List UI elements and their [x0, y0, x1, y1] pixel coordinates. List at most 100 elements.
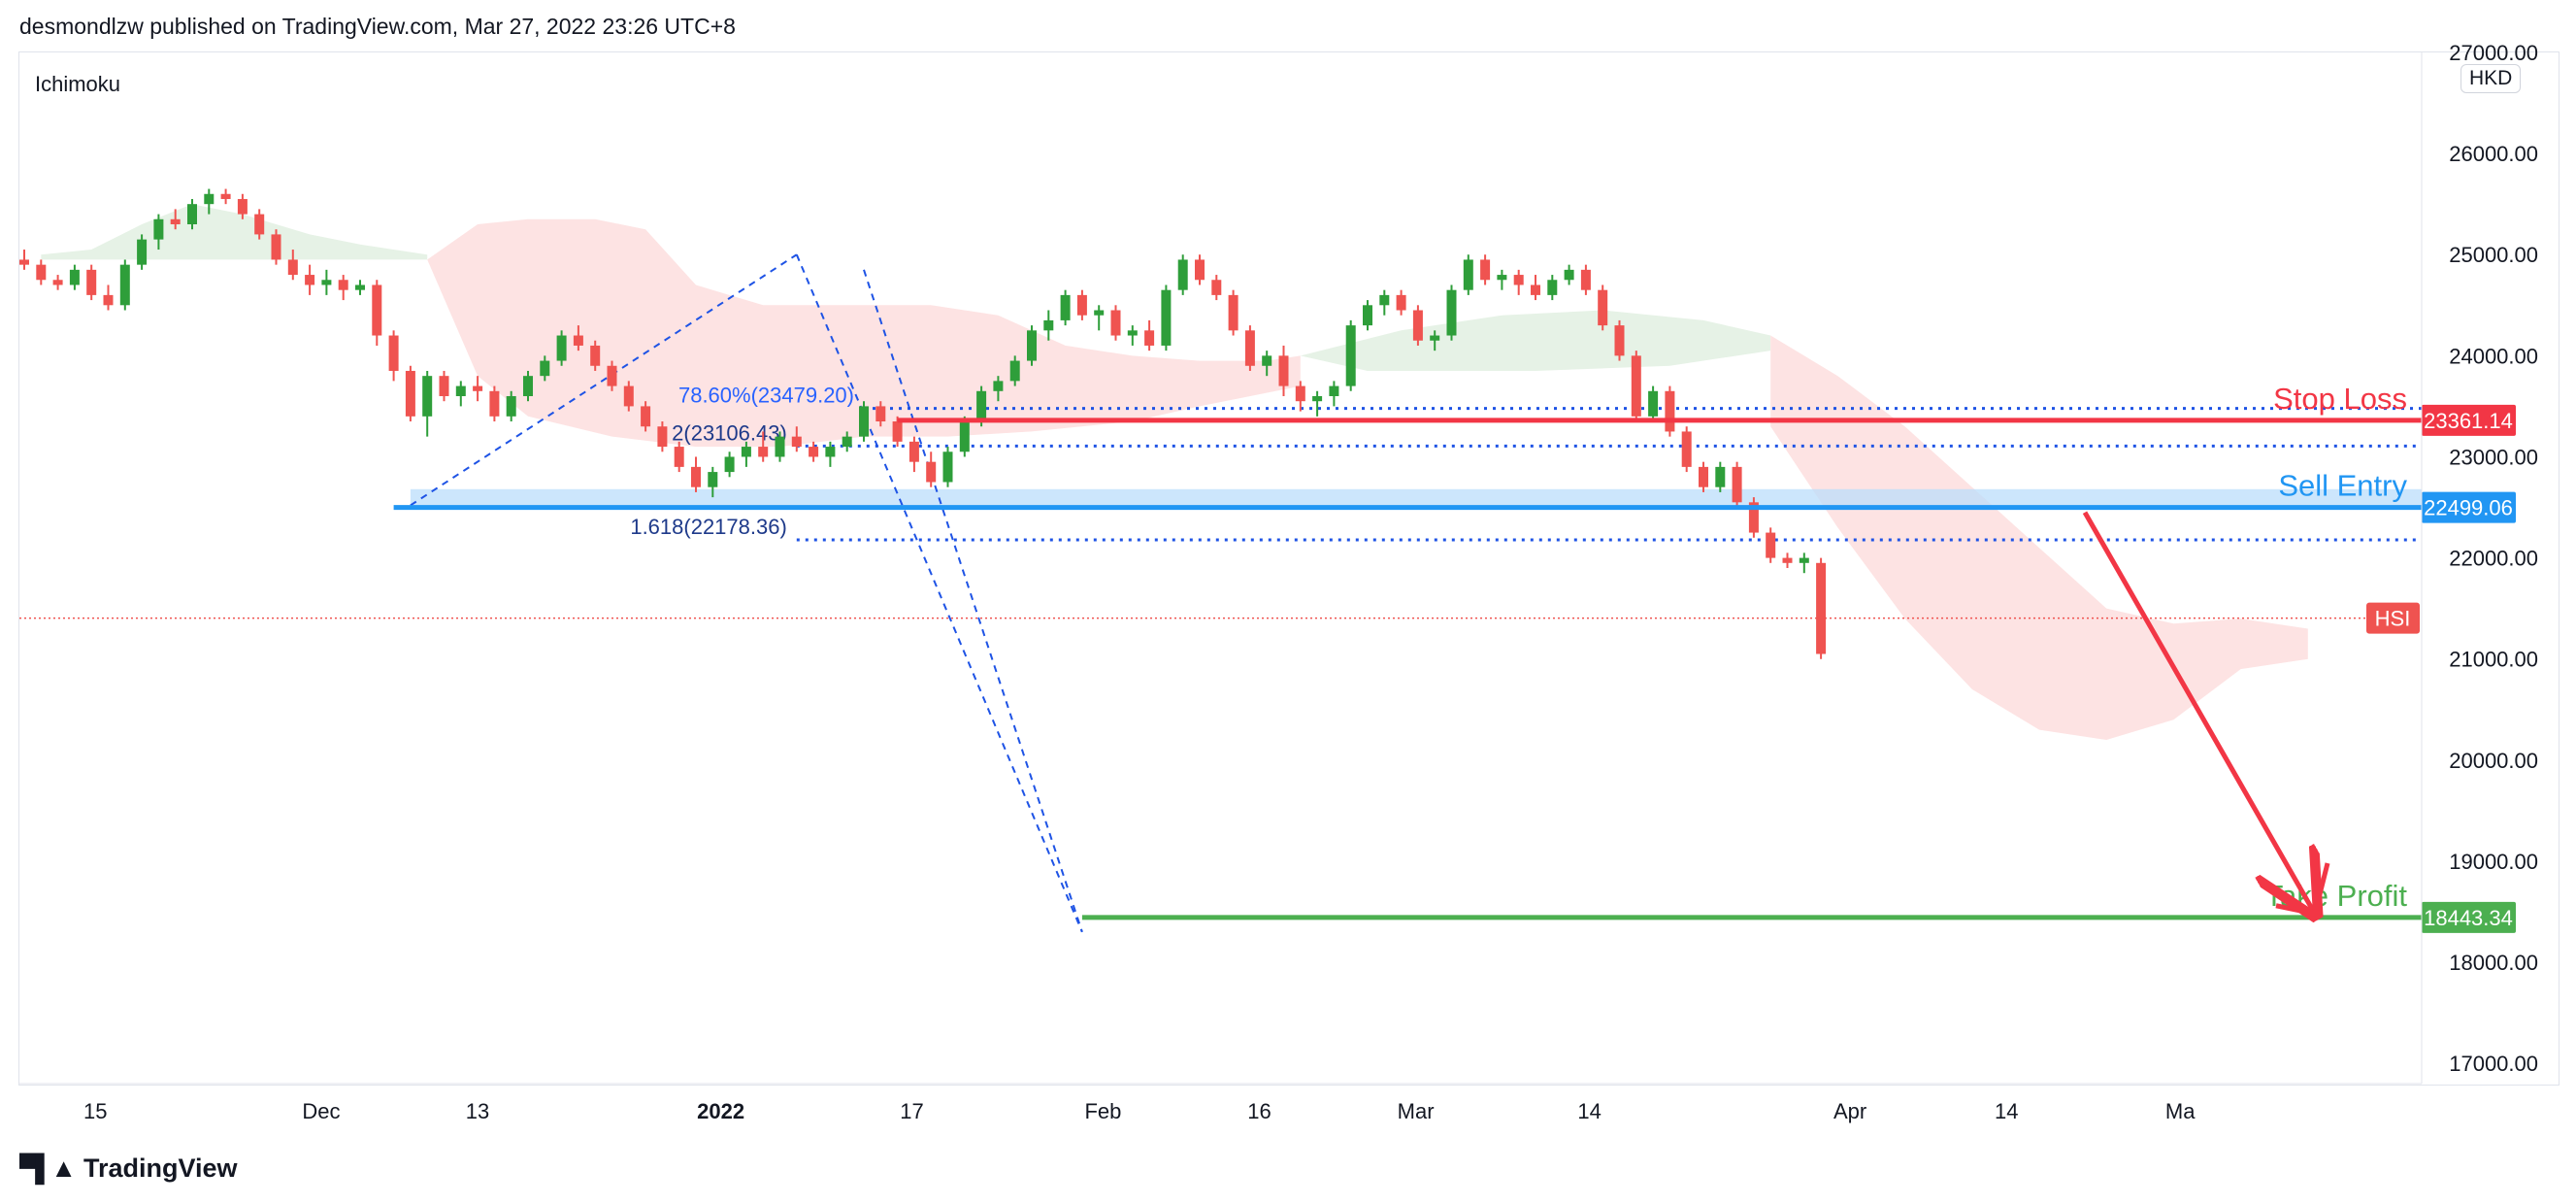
- candle[interactable]: [741, 441, 751, 467]
- candle[interactable]: [691, 456, 701, 492]
- candle[interactable]: [187, 198, 197, 230]
- candle[interactable]: [775, 431, 785, 462]
- candle[interactable]: [137, 234, 148, 270]
- candle[interactable]: [1430, 330, 1440, 351]
- candle[interactable]: [489, 385, 500, 422]
- candle[interactable]: [1009, 355, 1020, 386]
- candle[interactable]: [69, 264, 80, 290]
- candle[interactable]: [1564, 264, 1574, 285]
- trade-arrow[interactable]: [2082, 511, 2315, 914]
- candle[interactable]: [405, 365, 415, 422]
- candle[interactable]: [388, 330, 399, 382]
- candle[interactable]: [220, 188, 231, 205]
- candle[interactable]: [287, 250, 298, 281]
- candle[interactable]: [1480, 254, 1491, 285]
- candle[interactable]: [1144, 319, 1155, 351]
- candle[interactable]: [506, 390, 516, 422]
- candle[interactable]: [1531, 275, 1540, 301]
- candle[interactable]: [153, 214, 164, 251]
- candle[interactable]: [1748, 497, 1759, 538]
- candle[interactable]: [1665, 385, 1675, 437]
- candle[interactable]: [1699, 461, 1708, 492]
- candle[interactable]: [590, 340, 601, 371]
- candle[interactable]: [1631, 351, 1641, 422]
- candle[interactable]: [1060, 289, 1071, 326]
- candle[interactable]: [674, 441, 684, 473]
- candle[interactable]: [1244, 325, 1255, 371]
- candle[interactable]: [825, 441, 836, 467]
- trend-line-down-2[interactable]: [863, 269, 1083, 933]
- candle[interactable]: [1715, 461, 1726, 492]
- candle[interactable]: [1547, 275, 1558, 301]
- candle[interactable]: [791, 426, 802, 452]
- candle[interactable]: [724, 452, 735, 478]
- candle[interactable]: [926, 452, 937, 487]
- candle[interactable]: [1177, 254, 1188, 295]
- candle[interactable]: [1412, 305, 1423, 346]
- candle[interactable]: [1446, 284, 1457, 341]
- candle[interactable]: [1195, 254, 1205, 285]
- indicator-label[interactable]: Ichimoku: [35, 72, 121, 96]
- candle[interactable]: [1598, 284, 1608, 331]
- candle[interactable]: [372, 280, 382, 346]
- candle[interactable]: [657, 421, 668, 452]
- candle[interactable]: [875, 401, 886, 427]
- symbol-tag[interactable]: [2366, 602, 2420, 634]
- candle[interactable]: [1580, 264, 1591, 295]
- candle[interactable]: [1396, 289, 1406, 316]
- candle[interactable]: [1228, 289, 1238, 336]
- candle[interactable]: [573, 325, 583, 351]
- candle[interactable]: [422, 370, 433, 437]
- candle[interactable]: [758, 431, 769, 462]
- candle[interactable]: [103, 284, 114, 311]
- trend-line-up[interactable]: [410, 253, 798, 507]
- candle[interactable]: [455, 381, 466, 407]
- candle[interactable]: [641, 401, 651, 432]
- candle[interactable]: [859, 401, 869, 442]
- candle[interactable]: [119, 259, 130, 311]
- candle[interactable]: [305, 264, 315, 295]
- candle[interactable]: [1110, 305, 1121, 341]
- candle[interactable]: [1076, 289, 1087, 320]
- tradingview-logo[interactable]: ▀▌▲ TradingView: [19, 1154, 238, 1184]
- candle[interactable]: [271, 229, 281, 265]
- candles[interactable]: [19, 188, 1827, 659]
- candle[interactable]: [237, 193, 248, 219]
- candle[interactable]: [993, 376, 1004, 402]
- candle[interactable]: [355, 280, 365, 295]
- candle[interactable]: [1732, 461, 1742, 508]
- candle[interactable]: [1295, 381, 1305, 412]
- candle[interactable]: [1127, 325, 1138, 346]
- candle[interactable]: [1312, 390, 1323, 417]
- drawings[interactable]: 78.60%(23479.20) 2(23106.43) 1.618(22178.3…: [410, 253, 2422, 933]
- candle[interactable]: [52, 275, 63, 290]
- candle[interactable]: [842, 431, 852, 452]
- candle[interactable]: [540, 355, 550, 382]
- candle[interactable]: [204, 188, 215, 215]
- candle[interactable]: [556, 330, 567, 366]
- candle[interactable]: [1782, 552, 1793, 568]
- candle[interactable]: [170, 209, 181, 230]
- candle[interactable]: [623, 381, 634, 412]
- candle[interactable]: [1614, 319, 1625, 361]
- candle[interactable]: [1329, 381, 1339, 407]
- candle[interactable]: [1278, 345, 1289, 396]
- candle[interactable]: [254, 209, 265, 240]
- candle[interactable]: [1363, 300, 1372, 331]
- candle[interactable]: [523, 370, 533, 402]
- candle[interactable]: [708, 466, 718, 498]
- candle[interactable]: [1094, 305, 1105, 331]
- candle[interactable]: [1513, 269, 1524, 295]
- candle[interactable]: [908, 436, 919, 473]
- candle[interactable]: [942, 447, 953, 487]
- price-tag[interactable]: [2422, 404, 2516, 436]
- candle[interactable]: [1497, 269, 1507, 290]
- candle[interactable]: [1345, 319, 1356, 391]
- candle[interactable]: [607, 360, 617, 391]
- candle[interactable]: [1043, 310, 1054, 341]
- currency-badge[interactable]: HKD: [2460, 64, 2522, 93]
- candle[interactable]: [86, 264, 97, 301]
- candle[interactable]: [473, 376, 483, 402]
